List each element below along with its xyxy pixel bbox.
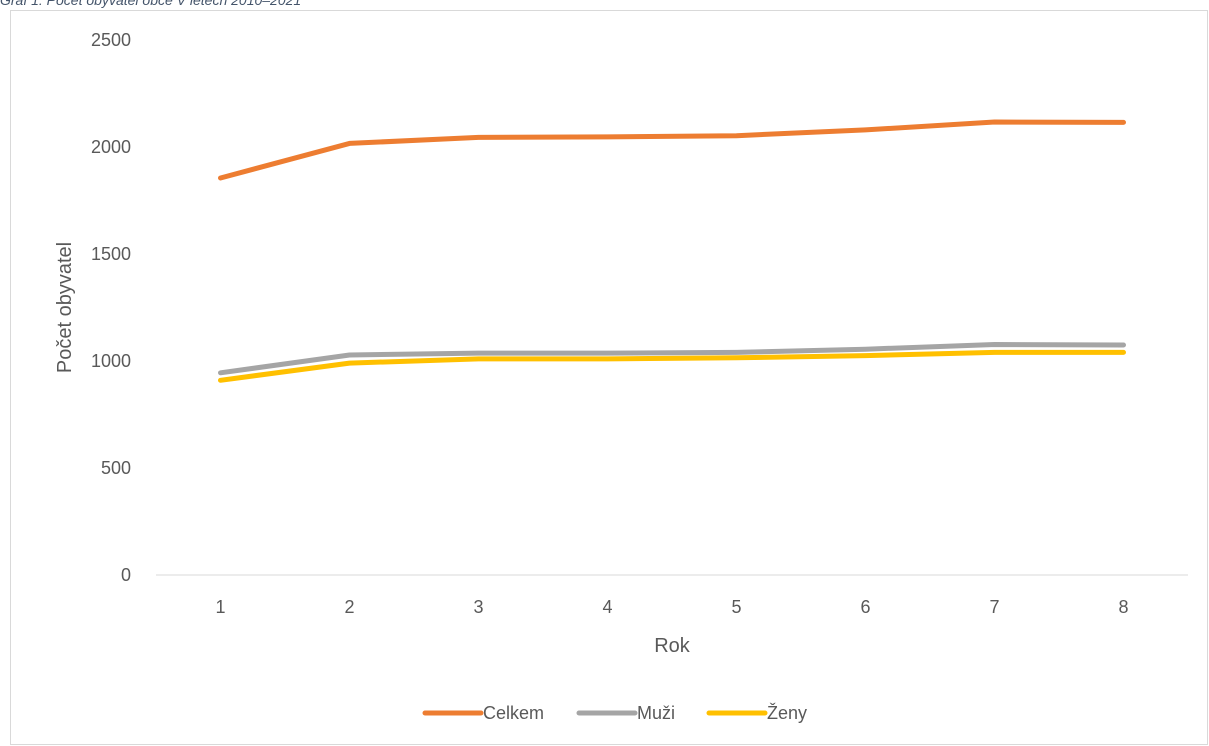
y-tick-label: 2500: [91, 30, 131, 50]
series-line-muži: [218, 342, 1126, 376]
x-tick-label: 3: [473, 597, 483, 617]
x-axis-ticks: 1 2 3 4 5 6 7 8: [215, 597, 1128, 617]
x-tick-label: 7: [989, 597, 999, 617]
chart-frame: [10, 10, 1208, 745]
x-tick-label: 8: [1118, 597, 1128, 617]
x-axis-title: Rok: [654, 635, 691, 657]
series-line-ženy: [218, 349, 1126, 383]
legend: Celkem Muži Ženy: [422, 703, 807, 723]
y-tick-label: 500: [101, 458, 131, 478]
x-tick-label: 2: [344, 597, 354, 617]
y-axis-title: Počet obyvatel: [54, 242, 76, 373]
series-line-celkem: [218, 119, 1126, 181]
y-tick-label: 1000: [91, 351, 131, 371]
chart-caption: Graf 1: Počet obyvatel obce V letech 201…: [0, 0, 302, 8]
legend-label: Celkem: [483, 703, 544, 723]
series-lines: [218, 119, 1126, 383]
x-tick-label: 1: [215, 597, 225, 617]
legend-label: Ženy: [767, 703, 807, 723]
y-tick-label: 0: [121, 565, 131, 585]
x-tick-label: 6: [860, 597, 870, 617]
y-tick-label: 2000: [91, 137, 131, 157]
legend-label: Muži: [637, 703, 675, 723]
y-tick-label: 1500: [91, 244, 131, 264]
x-tick-label: 5: [731, 597, 741, 617]
x-tick-label: 4: [602, 597, 612, 617]
y-axis-ticks: 0 500 1000 1500 2000 2500: [91, 30, 131, 585]
